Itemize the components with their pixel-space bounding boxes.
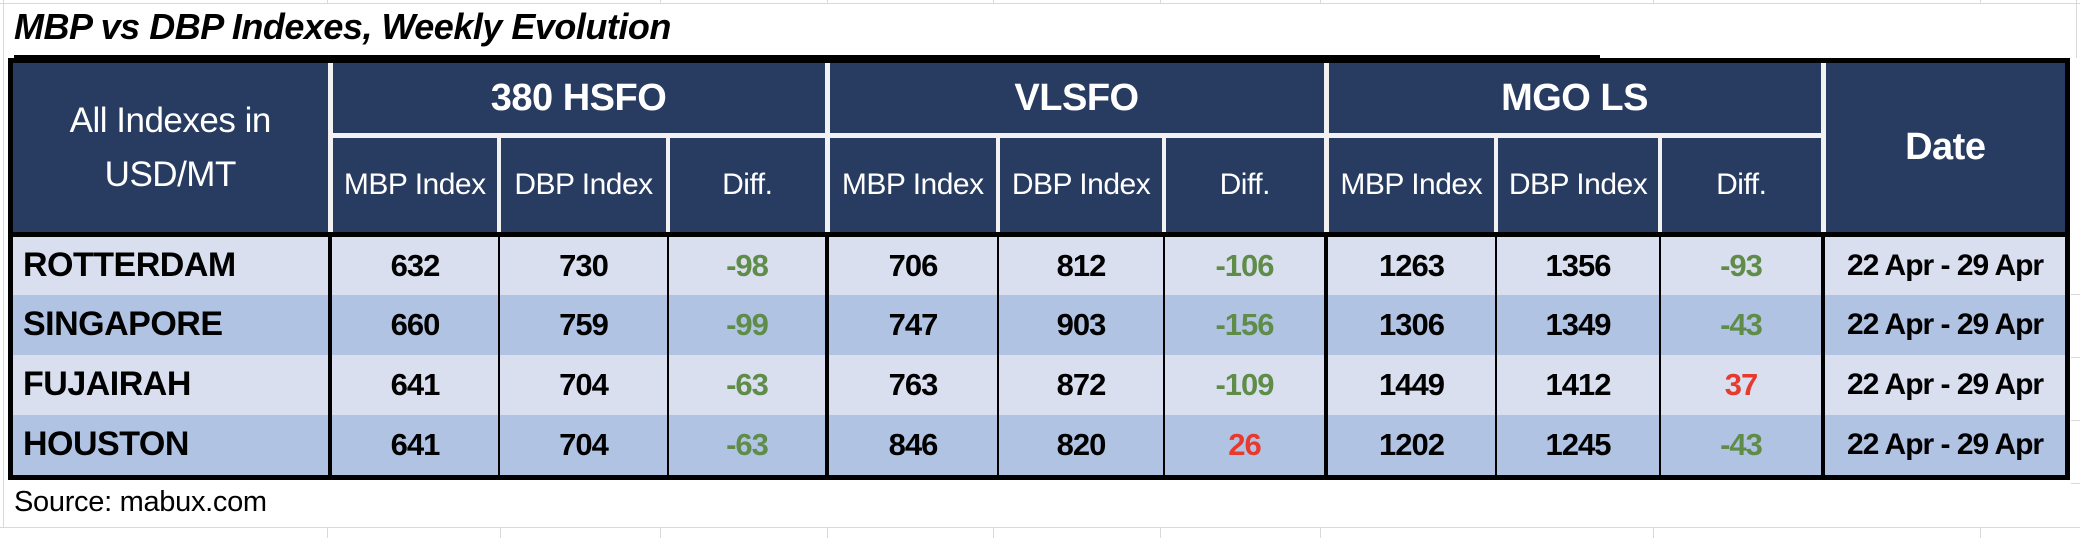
cell-mgo-mbp: 1449 bbox=[1324, 354, 1497, 415]
cell-vlsfo-diff: -156 bbox=[1163, 294, 1327, 355]
subheader-hsfo-mbp: MBP Index bbox=[327, 135, 499, 237]
table-row-singapore: SINGAPORE 660 759 -99 747 903 -156 1306 … bbox=[13, 294, 2066, 355]
date-cell: 22 Apr - 29 Apr bbox=[1821, 234, 2066, 295]
cell-vlsfo-mbp: 706 bbox=[825, 234, 999, 295]
cell-vlsfo-dbp: 812 bbox=[997, 234, 1165, 295]
corner-header-line2: USD/MT bbox=[104, 154, 237, 194]
sub-header-row: MBP Index DBP Index Diff. MBP Index DBP … bbox=[13, 135, 2065, 237]
indexes-table-grid: All Indexes in USD/MT 380 HSFO VLSFO MGO… bbox=[13, 63, 2066, 475]
cell-vlsfo-dbp: 820 bbox=[997, 414, 1165, 475]
cell-vlsfo-dbp: 872 bbox=[997, 354, 1165, 415]
cell-mgo-mbp: 1202 bbox=[1324, 414, 1497, 475]
table-row-houston: HOUSTON 641 704 -63 846 820 26 1202 1245… bbox=[13, 414, 2066, 475]
subheader-vlsfo-diff: Diff. bbox=[1162, 135, 1327, 237]
cell-hsfo-diff: -98 bbox=[666, 234, 828, 295]
cell-vlsfo-mbp: 747 bbox=[825, 294, 999, 355]
cell-mgo-dbp: 1356 bbox=[1495, 234, 1661, 295]
cell-hsfo-mbp: 641 bbox=[328, 354, 499, 415]
cell-hsfo-diff: -63 bbox=[666, 414, 828, 475]
cell-vlsfo-diff: -109 bbox=[1163, 354, 1327, 415]
corner-header: All Indexes in USD/MT bbox=[13, 63, 330, 237]
cell-mgo-diff: -93 bbox=[1659, 234, 1824, 295]
cell-mgo-diff: 37 bbox=[1659, 354, 1824, 415]
table-row-rotterdam: ROTTERDAM 632 730 -98 706 812 -106 1263 … bbox=[13, 234, 2066, 295]
cell-mgo-diff: -43 bbox=[1659, 414, 1824, 475]
port-cell: ROTTERDAM bbox=[13, 234, 330, 295]
cell-hsfo-diff: -63 bbox=[666, 354, 828, 415]
subheader-mgo-diff: Diff. bbox=[1658, 135, 1824, 237]
cell-vlsfo-diff: 26 bbox=[1163, 414, 1327, 475]
port-cell: HOUSTON bbox=[13, 414, 330, 475]
page-title: MBP vs DBP Indexes, Weekly Evolution bbox=[14, 6, 1600, 58]
date-cell: 22 Apr - 29 Apr bbox=[1821, 414, 2066, 475]
cell-hsfo-diff: -99 bbox=[666, 294, 828, 355]
date-header: Date bbox=[1820, 63, 2066, 237]
group-header-row: All Indexes in USD/MT 380 HSFO VLSFO MGO… bbox=[13, 63, 2066, 237]
corner-header-line1: All Indexes in bbox=[69, 101, 272, 141]
cell-mgo-mbp: 1306 bbox=[1324, 294, 1497, 355]
subheader-mgo-dbp: DBP Index bbox=[1494, 135, 1661, 237]
subheader-vlsfo-mbp: MBP Index bbox=[824, 135, 999, 237]
cell-mgo-dbp: 1245 bbox=[1495, 414, 1661, 475]
indexes-table: All Indexes in USD/MT 380 HSFO VLSFO MGO… bbox=[8, 58, 2071, 480]
cell-hsfo-dbp: 759 bbox=[498, 294, 668, 355]
cell-vlsfo-diff: -106 bbox=[1163, 234, 1327, 295]
subheader-vlsfo-dbp: DBP Index bbox=[996, 135, 1165, 237]
subheader-mgo-mbp: MBP Index bbox=[1323, 135, 1497, 237]
table-row-fujairah: FUJAIRAH 641 704 -63 763 872 -109 1449 1… bbox=[13, 354, 2066, 415]
cell-hsfo-mbp: 660 bbox=[328, 294, 499, 355]
cell-hsfo-mbp: 632 bbox=[328, 234, 499, 295]
subheader-hsfo-dbp: DBP Index bbox=[497, 135, 668, 237]
cell-hsfo-dbp: 704 bbox=[498, 354, 668, 415]
port-cell: SINGAPORE bbox=[13, 294, 330, 355]
cell-mgo-dbp: 1412 bbox=[1495, 354, 1661, 415]
subheader-hsfo-diff: Diff. bbox=[665, 135, 828, 237]
cell-hsfo-dbp: 704 bbox=[498, 414, 668, 475]
cell-hsfo-mbp: 641 bbox=[328, 414, 499, 475]
group-header-380-hsfo: 380 HSFO bbox=[327, 63, 828, 138]
group-header-mgo-ls: MGO LS bbox=[1323, 63, 1824, 138]
group-header-vlsfo: VLSFO bbox=[824, 63, 1327, 138]
cell-vlsfo-dbp: 903 bbox=[997, 294, 1165, 355]
date-cell: 22 Apr - 29 Apr bbox=[1821, 294, 2066, 355]
cell-vlsfo-mbp: 846 bbox=[825, 414, 999, 475]
cell-mgo-diff: -43 bbox=[1659, 294, 1824, 355]
cell-mgo-mbp: 1263 bbox=[1324, 234, 1497, 295]
port-cell: FUJAIRAH bbox=[13, 354, 330, 415]
cell-vlsfo-mbp: 763 bbox=[825, 354, 999, 415]
date-cell: 22 Apr - 29 Apr bbox=[1821, 354, 2066, 415]
cell-mgo-dbp: 1349 bbox=[1495, 294, 1661, 355]
source-label: Source: mabux.com bbox=[14, 486, 267, 518]
cell-hsfo-dbp: 730 bbox=[498, 234, 668, 295]
